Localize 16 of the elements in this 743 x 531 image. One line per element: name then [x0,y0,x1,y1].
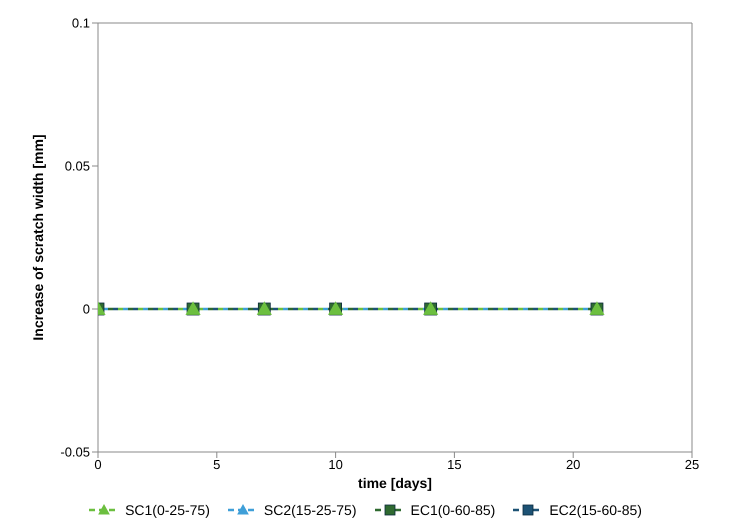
x-tick-label: 25 [684,457,700,472]
x-axis-title: time [days] [358,475,432,491]
y-tick-label: 0 [82,302,90,317]
legend-label: EC2(15-60-85) [549,502,642,518]
x-tick-label: 20 [566,457,580,472]
x-tick-label: 10 [328,457,343,472]
y-axis-title: Increase of scratch width [mm] [30,134,46,341]
x-tick-label: 5 [213,457,220,472]
y-tick-label: 0.1 [72,16,90,31]
legend-label: EC1(0-60-85) [410,502,496,518]
x-tick-label: 0 [94,457,102,472]
legend-label: SC1(0-25-75) [125,502,210,518]
y-tick-label: -0.05 [60,444,90,460]
legend-label: SC2(15-25-75) [264,502,356,518]
y-tick-label: 0.05 [64,158,90,174]
x-tick-label: 15 [447,457,462,472]
